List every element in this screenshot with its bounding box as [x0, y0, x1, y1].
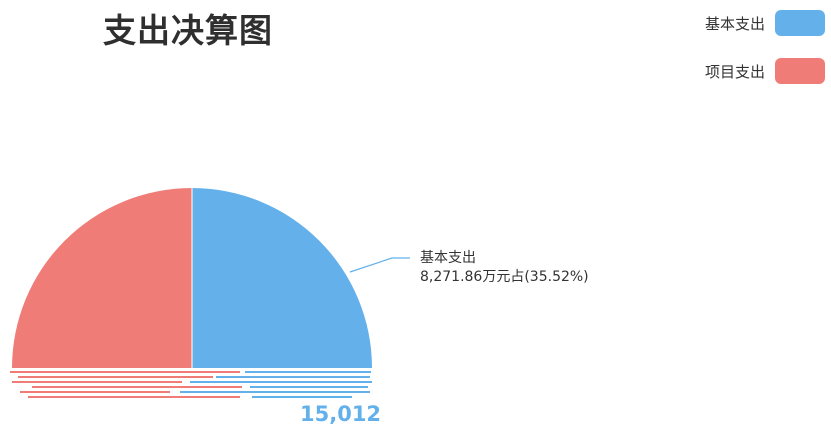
legend: 基本支出 项目支出 — [665, 8, 825, 88]
legend-swatch-basic — [775, 10, 825, 36]
pie-stripe-5 — [216, 376, 370, 378]
legend-label-basic: 基本支出 — [704, 14, 765, 33]
callout-value-label: 8,271.86万元占(35.52%) — [420, 269, 589, 285]
pie-stripe-8 — [32, 386, 242, 388]
pie-stripe-3 — [245, 371, 371, 373]
callout-series-label: 基本支出 — [420, 249, 476, 266]
pie-stripe-1 — [200, 366, 372, 368]
pie-group — [10, 188, 372, 398]
pie-stripe-6 — [12, 381, 182, 383]
footer-number: 15,012 — [300, 402, 381, 426]
pie-stripe-9 — [250, 386, 368, 388]
pie-stripe-7 — [190, 381, 372, 383]
pie-slice-basic[interactable] — [192, 188, 372, 368]
pie-stripe-11 — [180, 391, 370, 393]
pie-stripe-4 — [18, 376, 213, 378]
legend-label-project: 项目支出 — [704, 62, 765, 81]
pie-stripe-10 — [20, 391, 170, 393]
pie-stripe-12 — [28, 396, 240, 398]
legend-item-project[interactable]: 项目支出 — [705, 58, 825, 84]
pie-stripe-2 — [10, 371, 240, 373]
chart-title: 支出决算图 — [103, 11, 273, 50]
pie-stripe-0 — [12, 366, 178, 368]
callout-leader-line — [349, 257, 410, 273]
pie-stripe-13 — [252, 396, 352, 398]
pie-slice-project[interactable] — [12, 188, 192, 368]
legend-item-basic[interactable]: 基本支出 — [705, 10, 825, 36]
legend-swatch-project — [775, 58, 825, 84]
